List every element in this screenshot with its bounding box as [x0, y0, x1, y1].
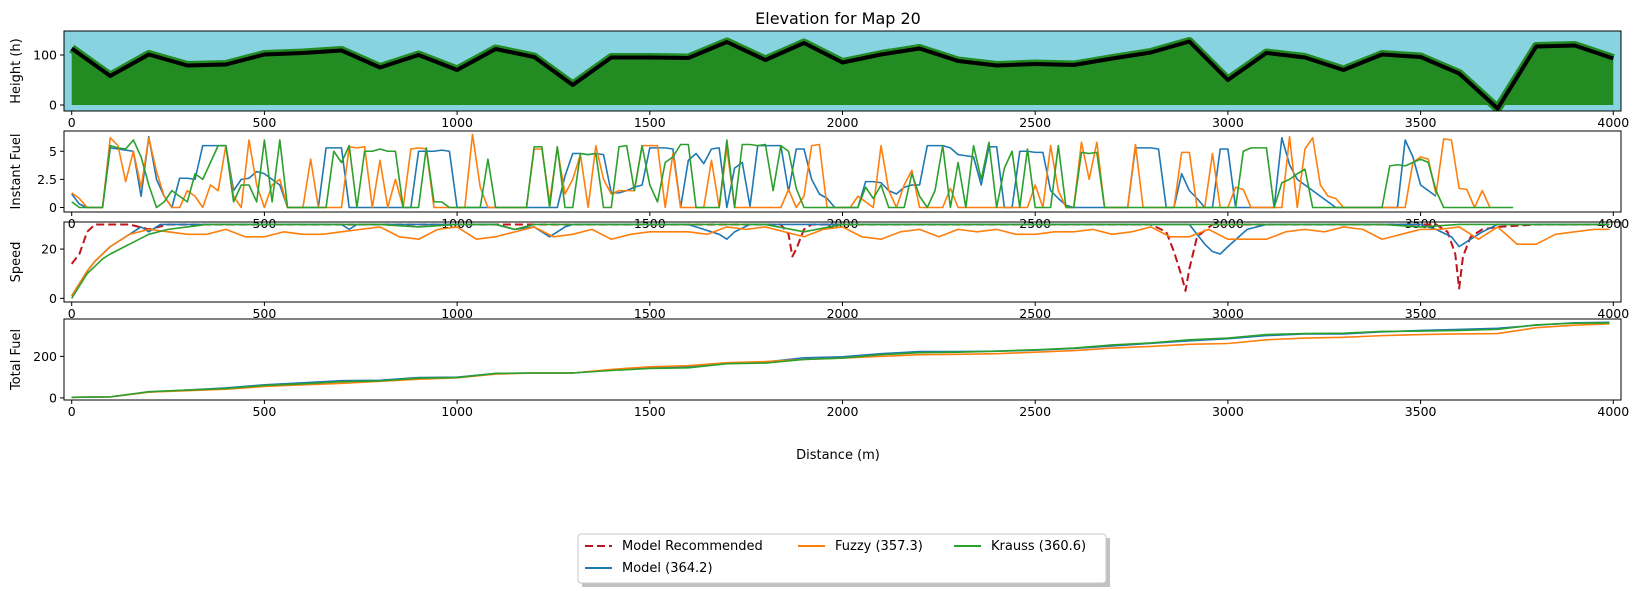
y-tick-label: 0 [49, 291, 57, 306]
series-line-krauss [71, 322, 1610, 399]
y-tick-label: 200 [33, 349, 57, 364]
y-tick-label: 100 [33, 48, 57, 63]
series-line-fuzzy [71, 322, 1610, 399]
axes-frame [63, 130, 1622, 213]
x-tick-label: 2000 [827, 306, 859, 321]
y-axis-label: Height (h) [9, 38, 24, 104]
x-tick-label: 1000 [441, 306, 473, 321]
legend-entry-fuzzy: Fuzzy (357.3) [798, 539, 923, 554]
y-tick-label: 0 [49, 98, 57, 113]
x-tick-label: 3000 [1212, 216, 1244, 231]
svg-text:Model Recommended: Model Recommended [622, 539, 763, 554]
plot-area-instant_fuel [71, 133, 1514, 209]
x-tick-label: 3500 [1405, 115, 1437, 130]
ground-fill [71, 41, 1614, 109]
series-line-model [71, 223, 1610, 297]
x-tick-label: 4000 [1597, 115, 1629, 130]
x-tick-label: 3000 [1212, 306, 1244, 321]
x-tick-label: 3000 [1212, 404, 1244, 419]
x-tick-label: 1500 [634, 306, 666, 321]
x-axis-label: Distance (m) [796, 448, 880, 463]
legend-entry-krauss: Krauss (360.6) [954, 539, 1086, 554]
x-tick-label: 1000 [441, 115, 473, 130]
series-line-krauss [71, 223, 1610, 299]
x-tick-label: 500 [252, 306, 276, 321]
svg-text:Model (364.2): Model (364.2) [622, 561, 713, 576]
x-tick-label: 0 [68, 115, 76, 130]
x-tick-label: 1500 [634, 115, 666, 130]
x-tick-label: 3000 [1212, 115, 1244, 130]
x-tick-label: 0 [68, 306, 76, 321]
x-tick-label: 2000 [827, 404, 859, 419]
series-line-model [71, 321, 1610, 399]
y-tick-label: 0 [49, 200, 57, 215]
x-tick-label: 1500 [634, 404, 666, 419]
x-tick-label: 0 [68, 216, 76, 231]
y-tick-label: 5 [49, 144, 57, 159]
y-axis-label: Total Fuel [9, 329, 24, 391]
subplot-instant-fuel: 02.550 500 1000 1500 2000 2500 3000 3500 4000Ins… [9, 130, 1629, 231]
x-tick-label: 1000 [441, 404, 473, 419]
x-tick-label: 500 [252, 115, 276, 130]
plot-area-speed [70, 223, 1610, 299]
x-tick-label: 500 [252, 404, 276, 419]
x-tick-label: 2500 [1019, 115, 1051, 130]
legend-entry-model: Model (364.2) [585, 561, 713, 576]
series-line-fuzzy [71, 226, 1610, 297]
svg-text:Krauss (360.6): Krauss (360.6) [991, 539, 1086, 554]
y-tick-label: 20 [41, 242, 57, 257]
y-tick-label: 2.5 [37, 172, 57, 187]
series-line-krauss [71, 139, 1514, 209]
y-axis-label: Speed [9, 242, 24, 283]
plot-area-total_fuel [71, 321, 1610, 399]
x-tick-label: 2500 [1019, 216, 1051, 231]
chart-title: Elevation for Map 20 [755, 9, 921, 28]
y-axis-label: Instant Fuel [9, 134, 24, 210]
legend-entry-model-recommended: Model Recommended [585, 539, 763, 554]
x-tick-label: 0 [68, 404, 76, 419]
x-tick-label: 4000 [1597, 404, 1629, 419]
series-line-fuzzy [71, 133, 1491, 209]
y-tick-label: 0 [49, 390, 57, 405]
x-tick-label: 4000 [1597, 306, 1629, 321]
x-tick-label: 2500 [1019, 306, 1051, 321]
plot-area-elevation [64, 31, 1621, 111]
subplot-speed: 0 20 0 500 1000 1500 2000 2500 3000 3500 4000 Speed [9, 221, 1629, 321]
legend: Model Recommended Model (364.2) Fuzzy (3… [577, 533, 1110, 587]
x-tick-label: 2500 [1019, 404, 1051, 419]
svg-text:Fuzzy (357.3): Fuzzy (357.3) [835, 539, 923, 554]
x-tick-label: 3500 [1405, 404, 1437, 419]
x-tick-label: 2000 [827, 115, 859, 130]
x-tick-label: 3500 [1405, 306, 1437, 321]
road-line [70, 39, 1614, 111]
